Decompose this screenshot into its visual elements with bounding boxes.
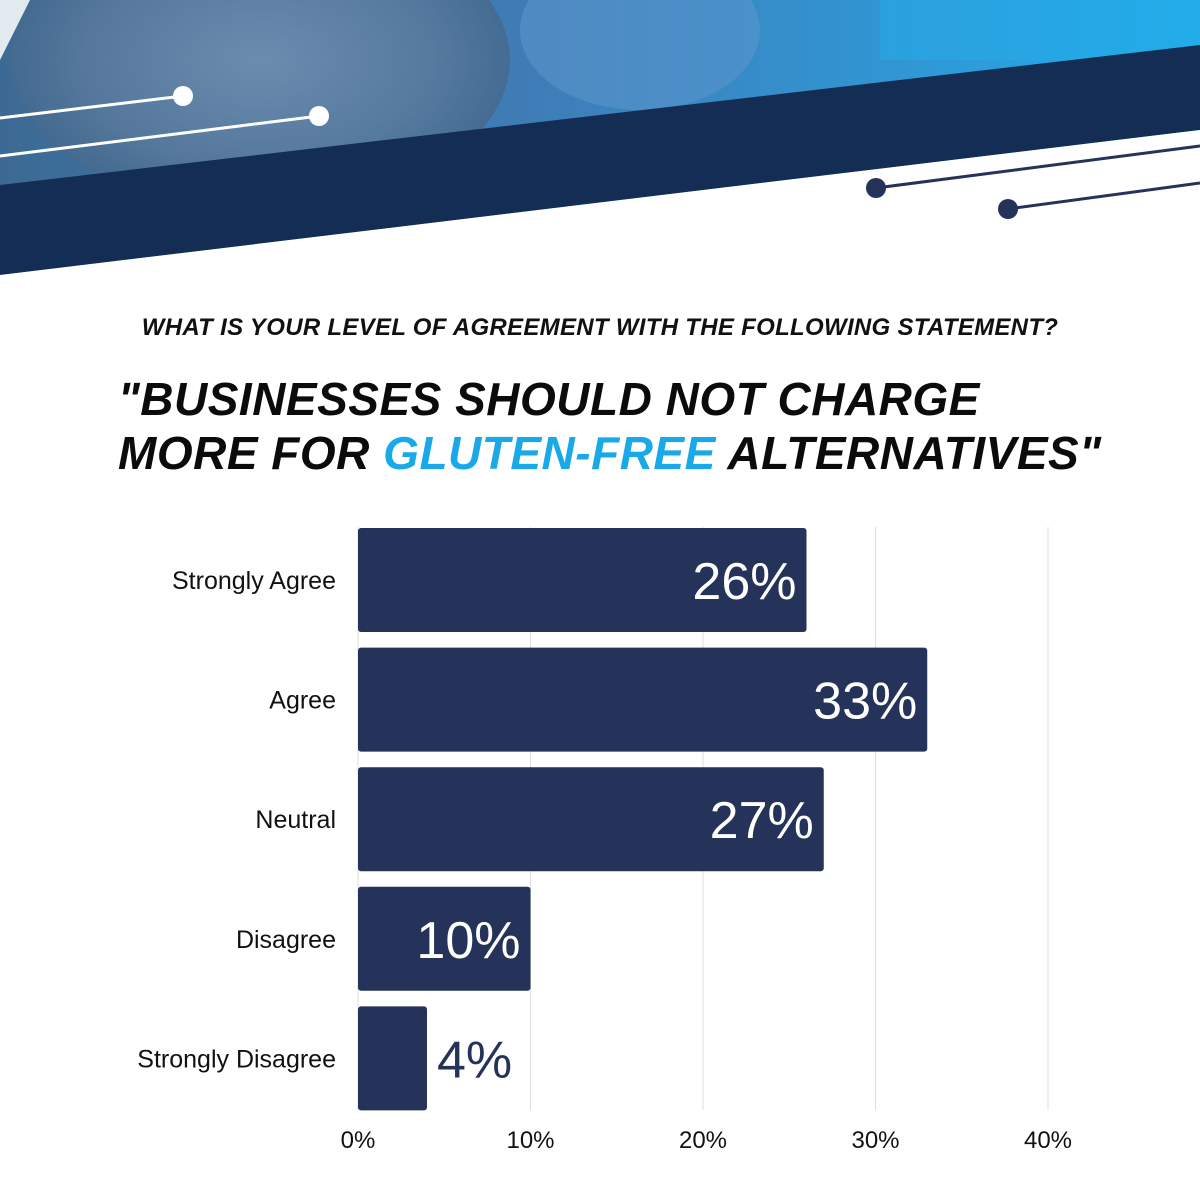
bar xyxy=(358,767,824,872)
x-tick-label: 20% xyxy=(679,1127,727,1154)
x-tick-label: 0% xyxy=(341,1127,376,1154)
category-label: Neutral xyxy=(255,806,336,834)
x-tick-label: 30% xyxy=(851,1127,899,1154)
value-label: 4% xyxy=(437,1031,512,1089)
bar xyxy=(358,528,807,632)
category-label: Agree xyxy=(269,687,336,715)
bar xyxy=(358,647,928,752)
statement-highlight: GLUTEN-FREE xyxy=(383,427,716,479)
decorative-line-dots-right xyxy=(866,144,1200,219)
decorative-line-dots-left xyxy=(0,86,329,158)
bar xyxy=(358,1006,427,1111)
question-text: WHAT IS YOUR LEVEL OF AGREEMENT WITH THE… xyxy=(141,314,1059,341)
bar-chart: 0% 10% 20% 30% 40% Strongly Agree 26% Agree 33% N… xyxy=(137,527,1072,1154)
statement-line-2-suffix: ALTERNATIVES" xyxy=(715,427,1102,479)
statement-line-2-prefix: MORE FOR xyxy=(118,427,384,479)
white-left-wedge xyxy=(0,0,30,60)
statement-line-1: "BUSINESSES SHOULD NOT CHARGE xyxy=(118,373,980,425)
value-label: 33% xyxy=(813,673,917,731)
navy-band xyxy=(0,45,1200,275)
bar xyxy=(358,886,531,991)
x-tick-label: 10% xyxy=(506,1127,554,1154)
header-banner xyxy=(0,0,1200,290)
category-label: Disagree xyxy=(236,926,336,954)
value-label: 26% xyxy=(692,553,796,611)
value-label: 27% xyxy=(710,792,814,850)
x-tick-label: 40% xyxy=(1024,1127,1072,1154)
white-wedge xyxy=(0,130,1200,290)
value-label: 10% xyxy=(416,912,520,970)
statement-line-2: MORE FOR GLUTEN-FREE ALTERNATIVES" xyxy=(118,426,1102,480)
statement-title: "BUSINESSES SHOULD NOT CHARGE MORE FOR G… xyxy=(118,372,1102,480)
category-label: Strongly Disagree xyxy=(137,1045,336,1073)
category-label: Strongly Agree xyxy=(172,567,336,595)
